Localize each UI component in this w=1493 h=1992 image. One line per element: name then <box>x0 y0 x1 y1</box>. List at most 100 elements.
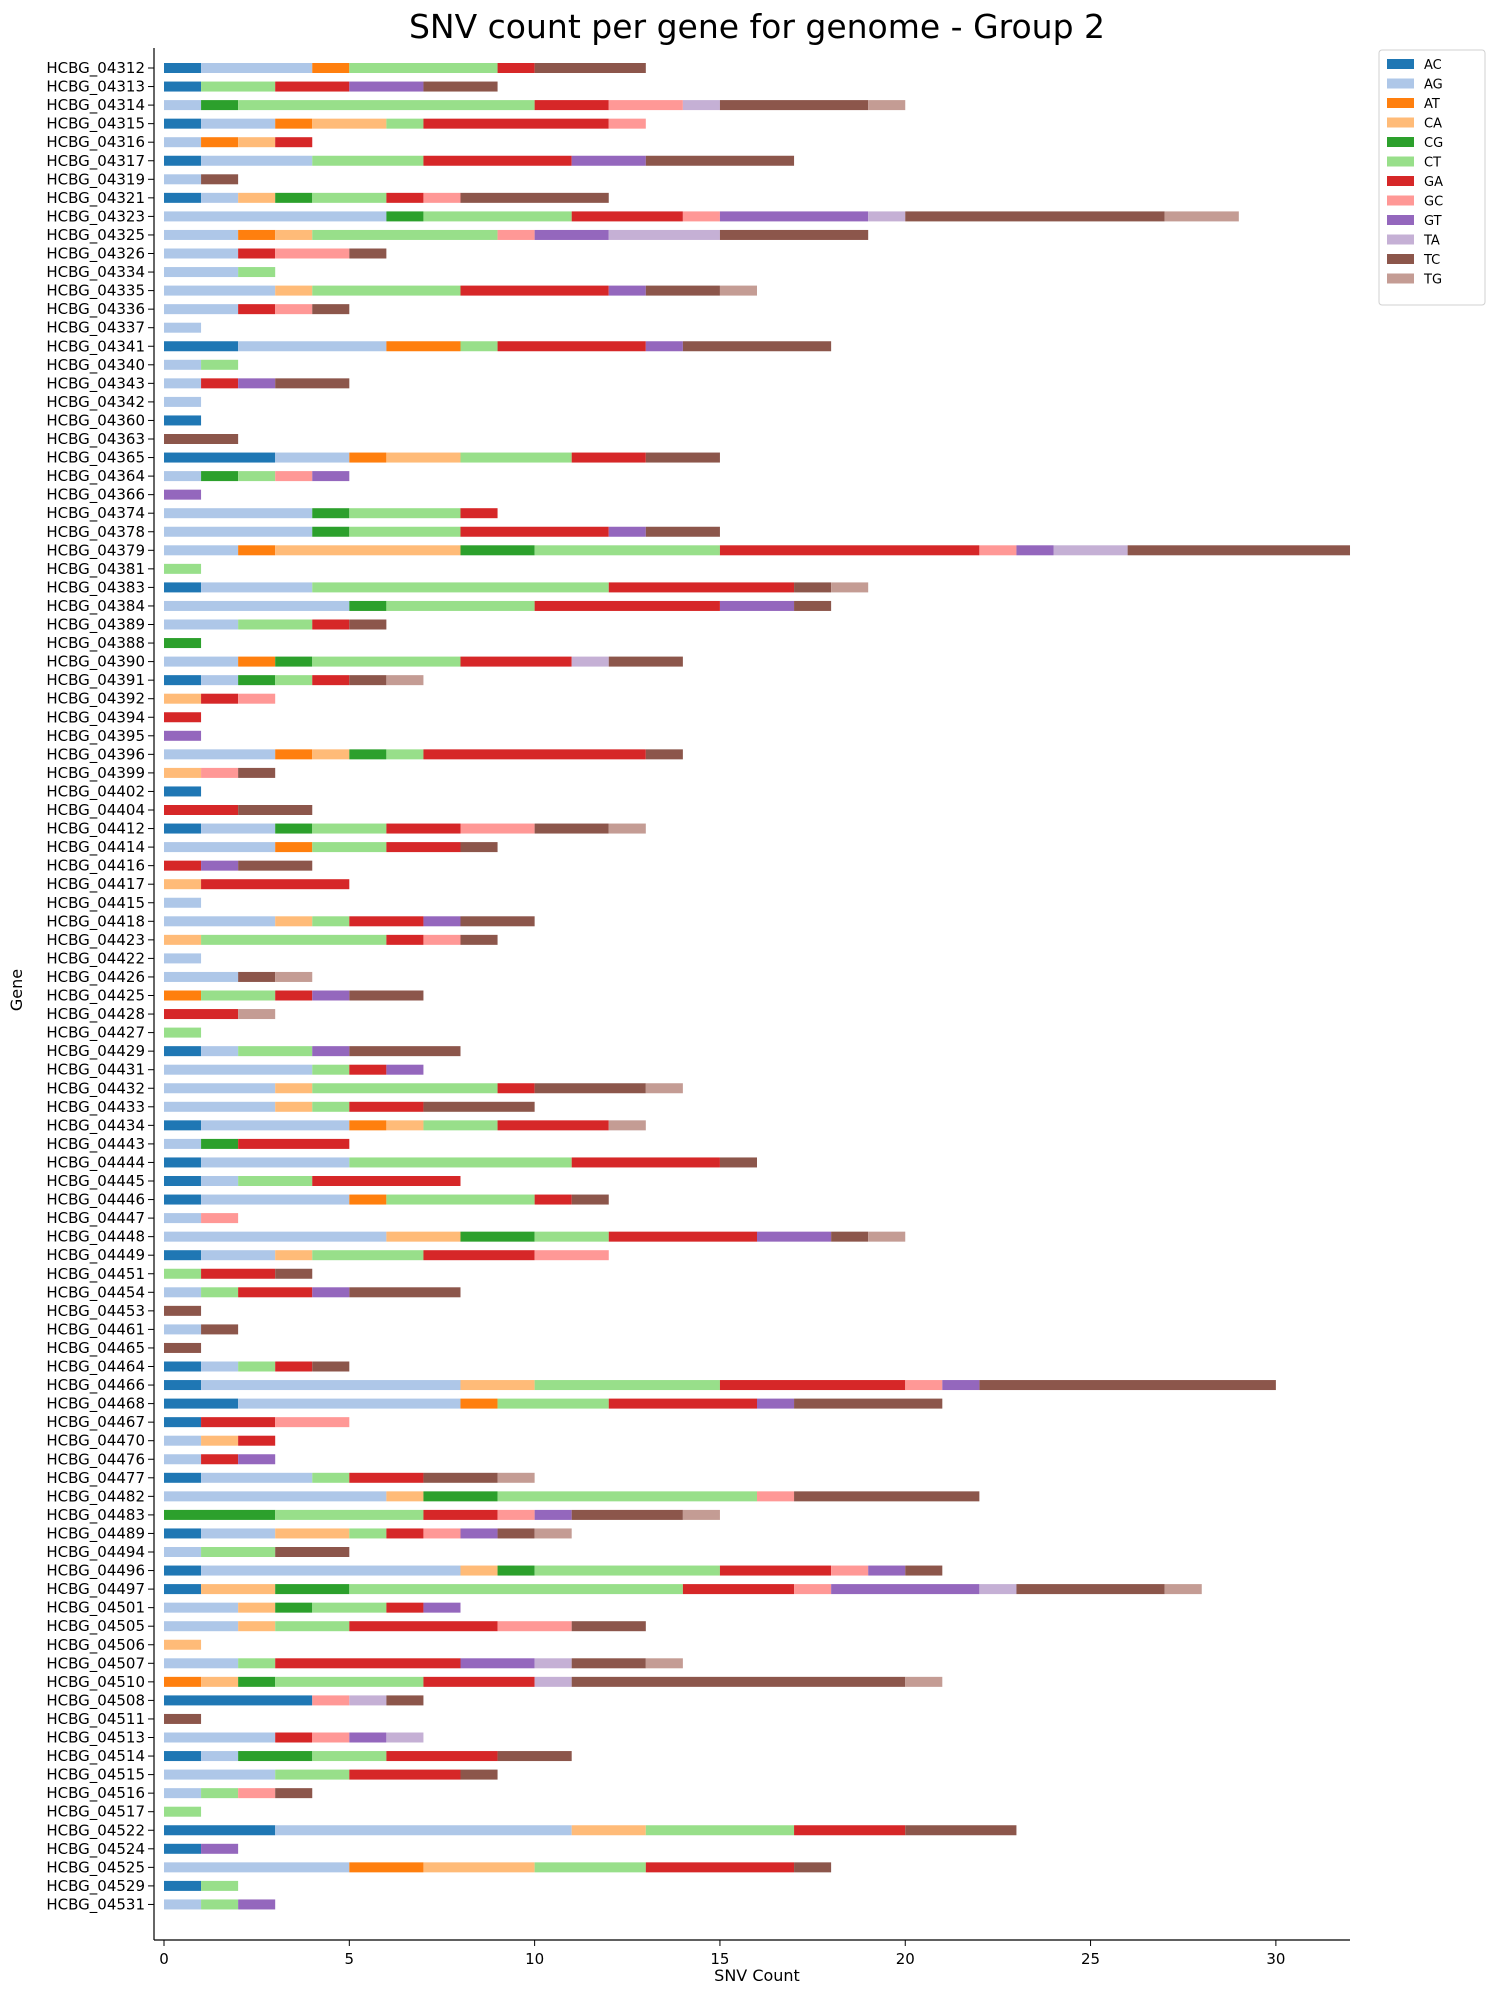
x-tick-label: 25 <box>1081 1950 1100 1968</box>
y-tick-label: HCBG_04497 <box>46 1580 145 1599</box>
bar-HCBG_04482-GC <box>757 1491 795 1502</box>
bar-HCBG_04445-GA <box>312 1176 461 1186</box>
bar-HCBG_04412-AC <box>164 823 202 834</box>
bar-HCBG_04466-TC <box>979 1380 1276 1391</box>
bar-HCBG_04445-AC <box>164 1176 202 1186</box>
bar-HCBG_04496-AG <box>201 1565 461 1576</box>
y-tick-label: HCBG_04464 <box>46 1358 145 1377</box>
bar-HCBG_04515-CT <box>275 1769 350 1780</box>
legend-swatch-GA <box>1387 176 1414 186</box>
bar-HCBG_04389-GA <box>312 619 350 630</box>
bar-HCBG_04426-TG <box>275 971 313 982</box>
y-tick-label: HCBG_04517 <box>46 1803 145 1822</box>
bar-HCBG_04497-GT <box>831 1584 980 1595</box>
legend-label-GA: GA <box>1424 175 1443 190</box>
bar-HCBG_04448-AG <box>164 1231 387 1242</box>
y-tick-label: HCBG_04391 <box>46 671 145 690</box>
bar-HCBG_04412-CG <box>275 823 313 834</box>
bar-HCBG_04522-AG <box>275 1825 572 1836</box>
bar-HCBG_04384-AG <box>164 600 350 611</box>
x-tick-label: 20 <box>896 1950 915 1968</box>
bar-HCBG_04319-TC <box>201 174 239 185</box>
bar-HCBG_04360-AC <box>164 415 202 426</box>
bar-HCBG_04416-GA <box>164 860 202 871</box>
bar-HCBG_04443-GA <box>238 1138 350 1149</box>
bar-HCBG_04466-CA <box>460 1380 535 1391</box>
bar-HCBG_04313-AC <box>164 81 202 92</box>
bar-HCBG_04323-CG <box>386 211 424 222</box>
bar-HCBG_04391-CT <box>275 675 313 686</box>
bar-HCBG_04379-GT <box>1016 545 1054 556</box>
bar-HCBG_04506-CA <box>164 1639 202 1650</box>
bar-HCBG_04507-TA <box>534 1658 572 1669</box>
bar-HCBG_04507-GA <box>275 1658 461 1669</box>
bar-HCBG_04477-AG <box>201 1472 313 1483</box>
bar-HCBG_04431-CT <box>312 1064 350 1075</box>
y-tick-label: HCBG_04461 <box>46 1320 145 1339</box>
bar-HCBG_04391-AG <box>201 675 239 686</box>
bar-HCBG_04423-CT <box>201 934 387 945</box>
bar-HCBG_04510-GA <box>423 1676 535 1687</box>
legend-label-GT: GT <box>1424 214 1442 229</box>
bar-HCBG_04321-TC <box>460 192 609 203</box>
bar-HCBG_04395-GT <box>164 730 202 741</box>
bar-HCBG_04432-CA <box>275 1083 313 1094</box>
bar-HCBG_04477-TG <box>497 1472 535 1483</box>
bar-HCBG_04335-CA <box>275 285 313 296</box>
bar-HCBG_04316-GA <box>275 137 313 148</box>
y-tick-label: HCBG_04402 <box>46 782 145 801</box>
bar-HCBG_04448-GA <box>608 1231 757 1242</box>
bar-HCBG_04468-TC <box>794 1398 943 1409</box>
bar-HCBG_04467-GC <box>275 1417 350 1428</box>
bar-HCBG_04489-CT <box>349 1528 387 1539</box>
bar-HCBG_04378-CG <box>312 526 350 537</box>
y-tick-label: HCBG_04342 <box>46 393 145 412</box>
bar-HCBG_04431-GT <box>386 1064 424 1075</box>
bar-HCBG_04325-CA <box>275 229 313 240</box>
y-tick-label: HCBG_04449 <box>46 1246 145 1265</box>
y-tick-label: HCBG_04365 <box>46 449 145 468</box>
bar-HCBG_04391-GA <box>312 675 350 686</box>
y-tick-label: HCBG_04515 <box>46 1766 145 1785</box>
bar-HCBG_04383-TG <box>831 582 869 593</box>
y-tick-label: HCBG_04378 <box>46 523 145 542</box>
bar-HCBG_04379-CT <box>534 545 720 556</box>
bar-HCBG_04531-AG <box>164 1899 202 1910</box>
bar-HCBG_04383-AC <box>164 582 202 593</box>
bar-HCBG_04466-GT <box>942 1380 980 1391</box>
bar-HCBG_04314-AG <box>164 100 202 111</box>
y-tick-label: HCBG_04366 <box>46 486 145 505</box>
bar-HCBG_04454-GT <box>312 1287 350 1298</box>
bar-HCBG_04466-CT <box>534 1380 720 1391</box>
bar-HCBG_04414-GA <box>386 842 461 853</box>
y-tick-label: HCBG_04404 <box>46 801 145 820</box>
bar-HCBG_04429-GT <box>312 1046 350 1057</box>
bar-HCBG_04396-AG <box>164 749 276 760</box>
bar-HCBG_04416-GT <box>201 860 239 871</box>
bar-HCBG_04343-GA <box>201 378 239 389</box>
bar-HCBG_04468-AG <box>238 1398 461 1409</box>
bar-HCBG_04432-AG <box>164 1083 276 1094</box>
y-tick-label: HCBG_04476 <box>46 1450 145 1469</box>
bar-HCBG_04379-TA <box>1053 545 1128 556</box>
y-tick-label: HCBG_04513 <box>46 1729 145 1748</box>
bar-HCBG_04365-TC <box>645 452 720 463</box>
bar-HCBG_04516-CT <box>201 1788 239 1799</box>
bar-HCBG_04443-CG <box>201 1138 239 1149</box>
y-tick-label: HCBG_04489 <box>46 1524 145 1543</box>
bar-HCBG_04422-AG <box>164 953 202 964</box>
bar-HCBG_04467-AC <box>164 1417 202 1428</box>
bar-HCBG_04431-AG <box>164 1064 313 1075</box>
y-tick-label: HCBG_04381 <box>46 560 145 579</box>
bar-HCBG_04513-GT <box>349 1732 387 1743</box>
legend-swatch-CG <box>1387 137 1414 147</box>
y-tick-label: HCBG_04314 <box>46 96 145 115</box>
y-tick-label: HCBG_04416 <box>46 857 145 876</box>
bar-HCBG_04451-TC <box>275 1268 313 1279</box>
bar-HCBG_04476-GT <box>238 1454 276 1465</box>
bar-HCBG_04423-TC <box>460 934 498 945</box>
y-tick-label: HCBG_04470 <box>46 1432 145 1451</box>
bar-HCBG_04448-CG <box>460 1231 535 1242</box>
legend-label-CA: CA <box>1424 117 1442 132</box>
